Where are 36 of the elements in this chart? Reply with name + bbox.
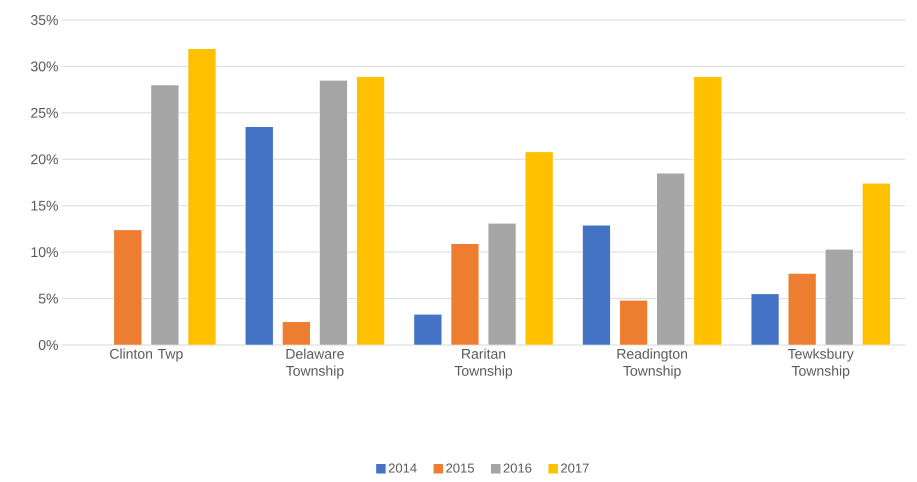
bar [788,273,816,345]
bar [524,152,554,345]
bar [862,183,891,345]
legend-label: 2016 [504,463,532,473]
x-tick-label: Clinton Twp [110,348,183,362]
bar [188,48,216,345]
x-tick-label: Raritan Township [454,348,512,379]
bar [114,230,142,345]
bar [245,126,274,345]
bar [488,223,516,345]
bar [356,76,385,345]
x-tick-label: Delaware Township [286,348,344,379]
bar [582,224,611,345]
bar [319,80,348,345]
bar [450,244,480,345]
y-tick-label: 15% [32,200,58,211]
legend-label: 2015 [446,463,474,473]
bar [825,249,854,345]
y-tick-label: 0% [38,340,58,350]
y-tick-label: 30% [30,61,58,72]
bar [282,322,311,345]
bar [694,76,722,345]
y-tick-label: 25% [31,108,58,118]
x-tick-label: Readington Township [617,348,687,379]
bar [150,84,180,345]
bar [619,300,648,345]
y-tick-label: 35% [30,15,58,25]
bar [656,172,685,345]
legend-label: 2014 [388,463,417,473]
y-tick-label: 20% [31,154,58,164]
bar [750,294,780,345]
y-tick-label: 5% [38,294,58,304]
x-tick-label: Tewksbury Township [788,348,854,379]
bar [414,314,442,345]
y-tick-label: 10% [32,247,58,258]
legend-label: 2017 [561,463,589,473]
